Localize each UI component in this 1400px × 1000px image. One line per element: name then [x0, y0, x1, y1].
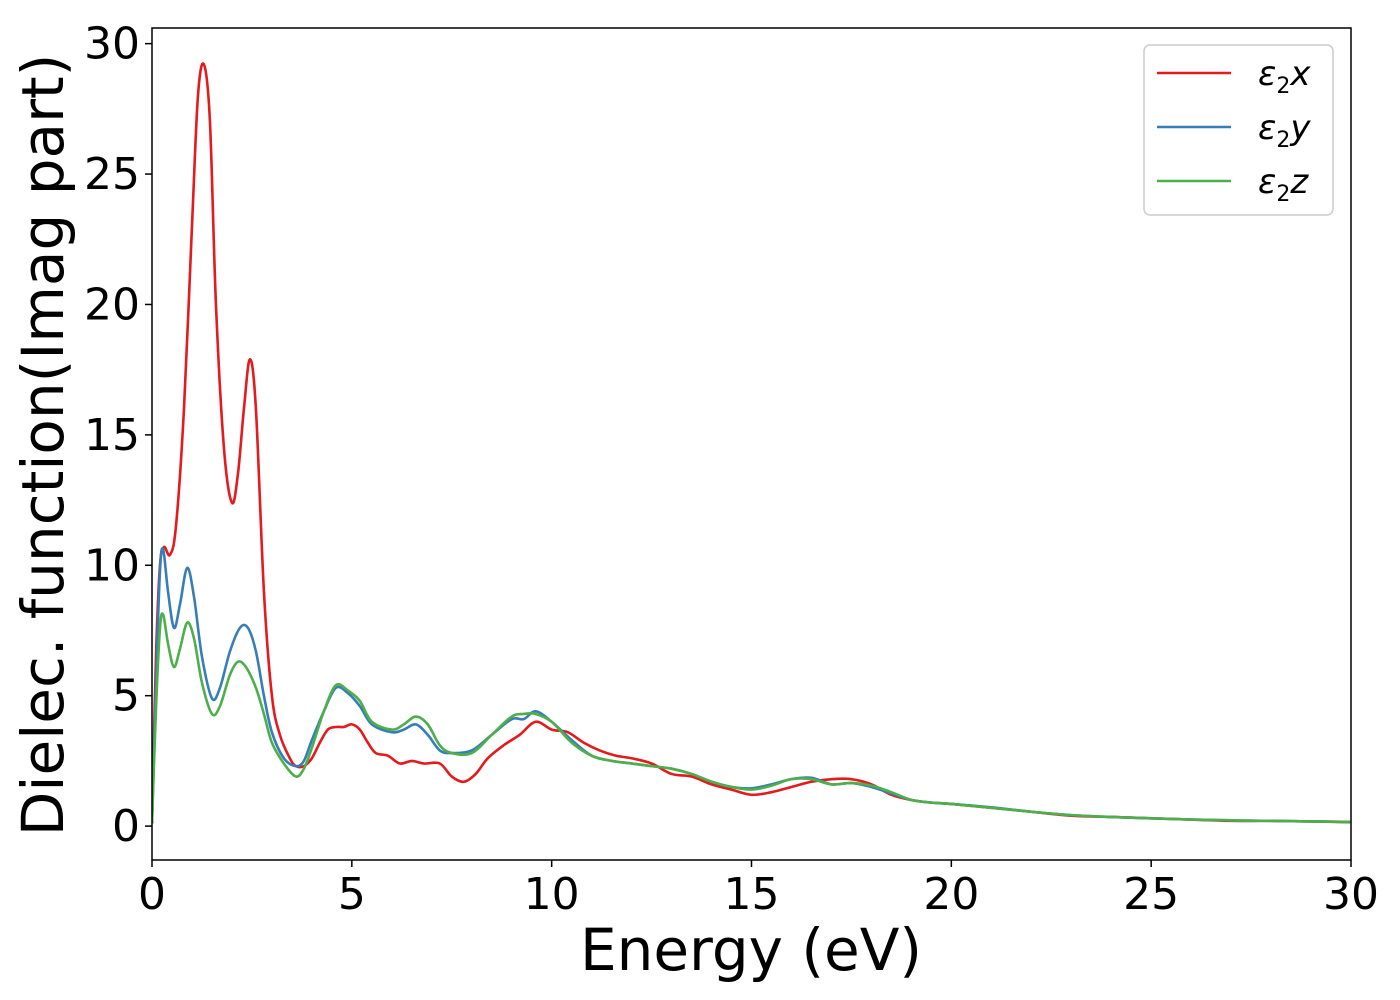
x-tick-label: 20	[923, 869, 979, 920]
legend-box	[1143, 44, 1334, 216]
y-tick-label: 30	[84, 19, 140, 70]
y-tick-label: 25	[84, 149, 140, 200]
series-layer	[152, 62, 1351, 824]
legend: ε2x ε2y ε2z	[1143, 44, 1334, 216]
x-axis-title: Energy (eV)	[580, 916, 922, 984]
legend-label-z: ε2z	[1258, 162, 1309, 207]
legend-label-y: ε2y	[1258, 108, 1311, 153]
y-axis-ticks: 0 5 10 15 20 25 30	[84, 19, 152, 852]
y-tick-label: 0	[112, 801, 140, 852]
y-axis-title: Dielec. function(Imag part)	[9, 54, 77, 837]
y-tick-label: 5	[112, 671, 140, 722]
x-tick-label: 30	[1323, 869, 1379, 920]
x-tick-label: 10	[524, 869, 580, 920]
series-line-z	[152, 612, 1351, 824]
legend-label-x: ε2x	[1258, 54, 1311, 99]
x-tick-label: 25	[1123, 869, 1179, 920]
y-tick-label: 15	[84, 410, 140, 461]
x-axis-ticks: 0 5 10 15 20 25 30	[138, 860, 1379, 920]
x-tick-label: 5	[338, 869, 366, 920]
y-tick-label: 10	[84, 540, 140, 591]
x-tick-label: 0	[138, 869, 166, 920]
series-line-y	[152, 547, 1351, 824]
y-tick-label: 20	[84, 279, 140, 330]
x-tick-label: 15	[724, 869, 780, 920]
